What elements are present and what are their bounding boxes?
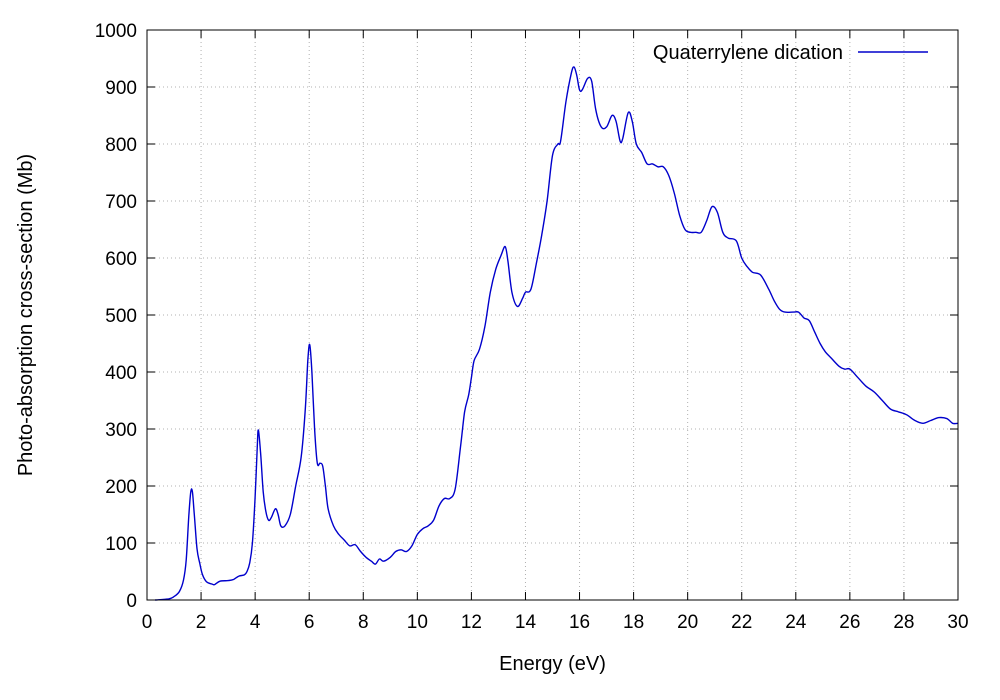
x-tick-label: 6 (304, 612, 315, 633)
y-tick-label: 400 (105, 363, 137, 384)
y-tick-label: 1000 (95, 21, 137, 42)
x-tick-label: 24 (785, 612, 807, 633)
x-tick-label: 16 (569, 612, 590, 633)
tick-labels: 0 2 4 6 8 10 12 14 16 18 20 22 24 26 28 300100200300400… (95, 21, 969, 633)
plot-frame (146, 29, 959, 601)
y-tick-label: 700 (105, 192, 137, 213)
x-tick-label: 28 (893, 612, 914, 633)
x-tick-label: 8 (358, 612, 369, 633)
x-tick-label: 26 (839, 612, 860, 633)
legend: Quaterrylene dication (653, 42, 928, 64)
x-tick-label: 22 (731, 612, 752, 633)
x-tick-label: 0 (142, 612, 153, 633)
y-tick-label: 600 (105, 249, 137, 270)
y-tick-label: 800 (105, 135, 137, 156)
grid-lines (147, 30, 958, 600)
series-line-0 (155, 66, 959, 601)
y-tick-label: 200 (105, 477, 137, 498)
x-tick-label: 12 (461, 612, 482, 633)
series-layer (155, 66, 959, 601)
x-tick-label: 30 (947, 612, 968, 633)
x-tick-label: 4 (250, 612, 261, 633)
y-tick-label: 100 (105, 534, 137, 555)
y-tick-label: 300 (105, 420, 137, 441)
x-tick-label: 14 (515, 612, 537, 633)
y-tick-label: 900 (105, 78, 137, 99)
x-tick-label: 10 (407, 612, 428, 633)
y-axis-label: Photo-absorption cross-section (Mb) (15, 154, 37, 476)
y-tick-label: 500 (105, 306, 137, 327)
x-tick-label: 18 (623, 612, 644, 633)
x-axis-label: Energy (eV) (499, 653, 606, 675)
x-tick-label: 2 (196, 612, 207, 633)
x-tick-label: 20 (677, 612, 698, 633)
legend-label: Quaterrylene dication (653, 42, 843, 64)
y-tick-label: 0 (126, 591, 137, 612)
